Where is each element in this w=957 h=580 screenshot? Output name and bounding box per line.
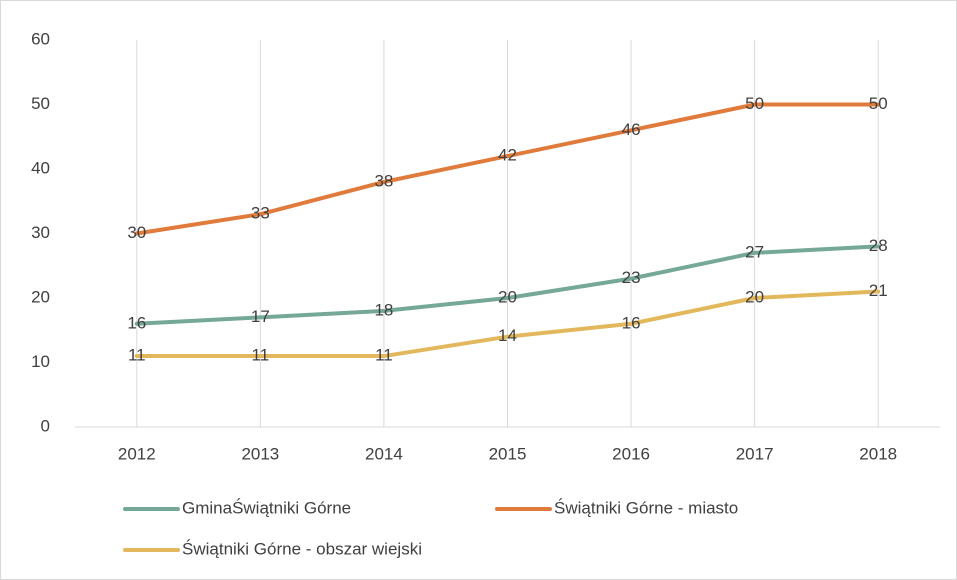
- data-label: 46: [622, 120, 641, 139]
- data-label: 50: [745, 94, 764, 113]
- data-label: 38: [374, 171, 393, 190]
- data-label: 50: [869, 94, 888, 113]
- data-label: 20: [745, 287, 764, 306]
- y-tick-label: 60: [31, 29, 50, 48]
- data-label: 18: [374, 300, 393, 319]
- y-tick-label: 30: [31, 223, 50, 242]
- data-label: 16: [127, 313, 146, 332]
- data-label: 20: [498, 287, 517, 306]
- y-tick-label: 50: [31, 94, 50, 113]
- data-label: 27: [745, 242, 764, 261]
- data-label: 11: [375, 346, 393, 365]
- data-label: 30: [127, 223, 146, 242]
- data-label: 11: [252, 346, 270, 365]
- data-label: 42: [498, 146, 517, 165]
- x-tick-label: 2016: [612, 444, 650, 463]
- data-label: 14: [498, 326, 517, 345]
- data-label: 21: [869, 281, 888, 300]
- data-label: 17: [251, 307, 270, 326]
- y-tick-label: 20: [31, 287, 50, 306]
- x-tick-label: 2012: [118, 444, 156, 463]
- legend-label: GminaŚwiątniki Górne: [182, 498, 351, 517]
- data-label: 23: [622, 268, 641, 287]
- data-label: 11: [128, 346, 146, 365]
- data-label: 33: [251, 204, 270, 223]
- y-tick-label: 0: [41, 416, 50, 435]
- x-tick-label: 2013: [241, 444, 279, 463]
- x-tick-label: 2017: [736, 444, 774, 463]
- series-line: [134, 244, 881, 326]
- series-line: [134, 289, 881, 359]
- series-line: [134, 102, 881, 236]
- legend-label: Świątniki Górne - miasto: [554, 498, 738, 517]
- legend-label: Świątniki Górne - obszar wiejski: [182, 539, 422, 558]
- x-tick-label: 2014: [365, 444, 403, 463]
- data-label: 16: [622, 313, 641, 332]
- y-tick-label: 10: [31, 352, 50, 371]
- x-tick-label: 2018: [859, 444, 897, 463]
- x-tick-label: 2015: [489, 444, 527, 463]
- y-tick-label: 40: [31, 158, 50, 177]
- data-label: 28: [869, 236, 888, 255]
